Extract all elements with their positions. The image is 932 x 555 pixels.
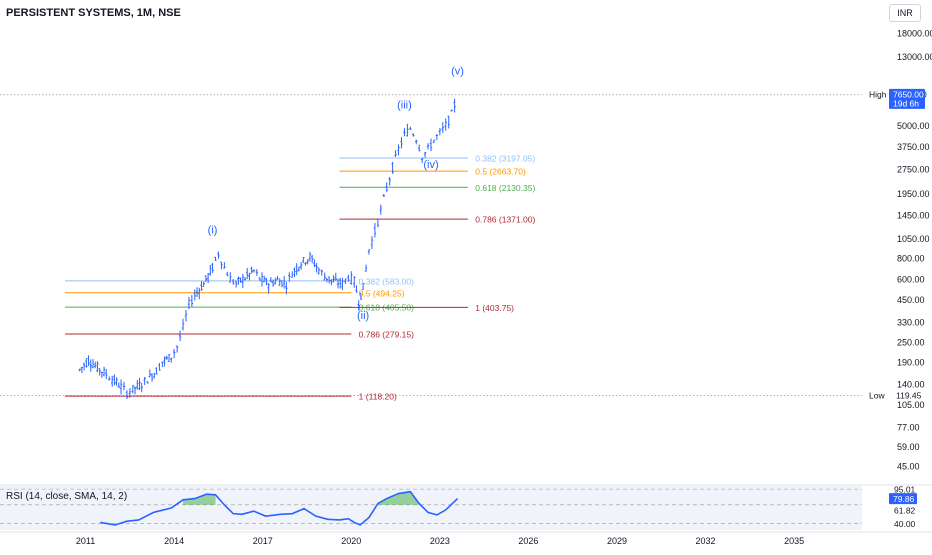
rsi-current-value: 79.86 — [893, 494, 915, 504]
rsi-indicator-label[interactable]: RSI (14, close, SMA, 14, 2) — [6, 491, 128, 502]
time-tick-label: 2035 — [784, 536, 804, 546]
rsi-line — [100, 490, 459, 526]
wave-label: (iv) — [423, 159, 438, 171]
price-tick-label: 1450.00 — [897, 211, 930, 221]
price-tick-label: 250.00 — [897, 338, 925, 348]
price-tick-label: 800.00 — [897, 254, 925, 264]
time-tick-label: 2017 — [253, 536, 273, 546]
fib-level-label: 0.618 (2130.35) — [475, 183, 535, 193]
time-tick-label: 2014 — [164, 536, 184, 546]
price-tick-label: 18000.00 — [897, 29, 932, 39]
price-tick-label: 13000.00 — [897, 52, 932, 62]
rsi-pane — [0, 486, 862, 530]
fib-level-label: 0.786 (1371.00) — [475, 215, 535, 225]
price-tick-label: 59.00 — [897, 442, 920, 452]
time-tick-label: 2020 — [341, 536, 361, 546]
fib-level-label: 0.382 (583.00) — [359, 276, 414, 286]
wave-label: (i) — [208, 225, 218, 237]
rsi-tick-label: 61.82 — [894, 505, 916, 515]
price-tick-label: 330.00 — [897, 317, 925, 327]
price-tick-label: 5000.00 — [897, 121, 930, 131]
rsi-overbought-fill — [377, 491, 420, 505]
rsi-tick-label: 95.01 — [894, 485, 916, 495]
symbol-title[interactable]: PERSISTENT SYSTEMS, 1M, NSE — [6, 7, 181, 19]
wave-label: (v) — [451, 66, 464, 78]
last-price-value: 7650.00 — [893, 89, 924, 99]
fib-level-label: 0.382 (3197.05) — [475, 153, 535, 163]
wave-label: (ii) — [357, 310, 369, 322]
price-tick-label: 600.00 — [897, 274, 925, 284]
price-tick-label: 1050.00 — [897, 234, 930, 244]
time-tick-label: 2029 — [607, 536, 627, 546]
last-price-badge — [889, 88, 925, 109]
time-tick-label: 2026 — [518, 536, 538, 546]
time-tick-label: 2023 — [430, 536, 450, 546]
price-tick-label: 2750.00 — [897, 164, 930, 174]
currency-button[interactable]: INR — [889, 4, 921, 22]
price-tick-label: 1950.00 — [897, 189, 930, 199]
price-tick-label: 190.00 — [897, 357, 925, 367]
fib-level-label: 1 (403.75) — [475, 303, 514, 313]
fib-level-label: 0.5 (2663.70) — [475, 167, 526, 177]
time-tick-label: 2032 — [696, 536, 716, 546]
price-tick-label: 3750.00 — [897, 142, 930, 152]
wave-label: (iii) — [397, 99, 412, 111]
rsi-overbought-fill — [183, 494, 216, 505]
low-tag-bg — [866, 390, 888, 402]
price-tick-label: 45.00 — [897, 461, 920, 471]
high-label: High — [869, 90, 887, 100]
fib-level-label: 0.786 (279.15) — [359, 330, 414, 340]
fib-level-label: 1 (118.20) — [359, 392, 397, 402]
price-tick-label: 140.00 — [897, 379, 925, 389]
bar-countdown: 19d 6h — [893, 98, 919, 108]
rsi-tick-label: 40.00 — [894, 519, 916, 529]
price-tick-label: 77.00 — [897, 423, 920, 433]
price-tick-label: 105.00 — [897, 400, 925, 410]
price-tick-label: 450.00 — [897, 295, 925, 305]
low-label: Low — [869, 390, 885, 400]
time-tick-label: 2011 — [76, 536, 95, 546]
rsi-current-badge — [889, 493, 917, 505]
low-value: 119.45 — [896, 390, 922, 400]
fib-level-label: 0.5 (494.25) — [359, 288, 405, 298]
